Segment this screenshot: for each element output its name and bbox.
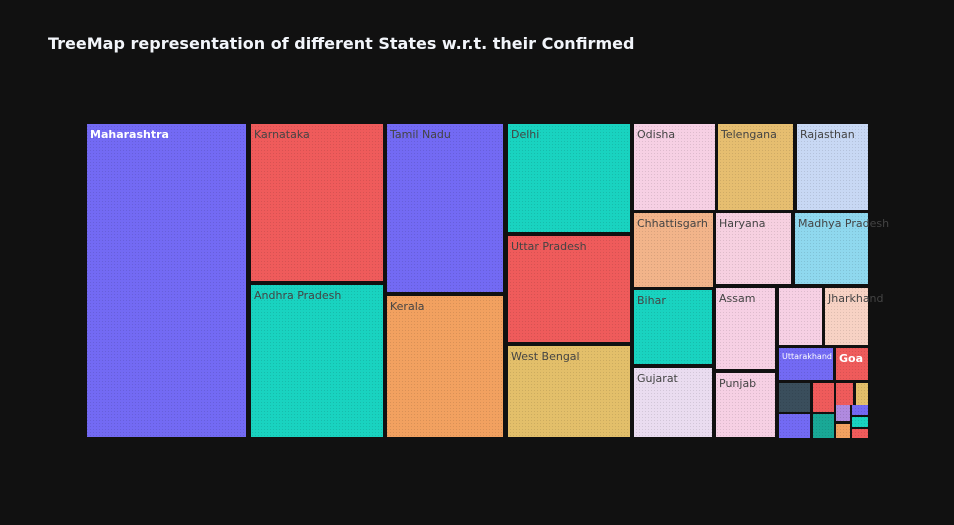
treemap-tile-texture: [634, 368, 712, 437]
treemap-tile-label: Telengana: [720, 128, 777, 141]
treemap-tile[interactable]: Telengana: [718, 124, 793, 210]
treemap-tile-label: Punjab: [719, 377, 756, 390]
treemap-tile[interactable]: Gujarat: [634, 368, 712, 437]
treemap-tile[interactable]: [836, 424, 850, 438]
treemap-tile[interactable]: Uttarakhand: [779, 348, 833, 380]
treemap-tile-texture: [852, 405, 868, 415]
treemap-tile-texture: [836, 383, 853, 405]
treemap-tile-label: Kerala: [390, 300, 425, 313]
treemap-tile[interactable]: Assam: [716, 288, 775, 369]
treemap-tile-texture: [251, 285, 383, 437]
treemap-tile[interactable]: [779, 414, 810, 438]
treemap-tile-label: Andhra Pradesh: [254, 289, 341, 302]
treemap-tile-label: Delhi: [511, 128, 539, 141]
treemap-tile[interactable]: [852, 429, 868, 438]
treemap-tile-texture: [716, 213, 791, 284]
treemap-tile-label: Odisha: [637, 128, 675, 141]
treemap-tile-label: Karnataka: [254, 128, 310, 141]
treemap-tile-texture: [836, 348, 868, 380]
treemap-tile-texture: [795, 213, 868, 284]
treemap-tile-texture: [634, 124, 715, 210]
treemap-tile-label: Madhya Pradesh: [798, 217, 889, 230]
treemap-tile[interactable]: Madhya Pradesh: [795, 213, 889, 284]
treemap-tile[interactable]: Uttar Pradesh: [508, 236, 630, 342]
treemap-tile-texture: [508, 124, 630, 232]
treemap-tile-texture: [856, 383, 868, 405]
treemap-tile-texture: [813, 414, 834, 438]
treemap-tile[interactable]: Haryana: [716, 213, 791, 284]
chart-title: TreeMap representation of different Stat…: [48, 34, 635, 53]
treemap-tile-texture: [852, 429, 868, 438]
treemap-tile-label: Rajasthan: [800, 128, 855, 141]
treemap-tile-label: Uttar Pradesh: [511, 240, 587, 253]
treemap-tile[interactable]: [836, 405, 850, 421]
treemap-tile-texture: [779, 348, 833, 380]
treemap-tile[interactable]: Goa: [836, 348, 868, 380]
treemap-tile-texture: [251, 124, 383, 281]
treemap-tile[interactable]: Punjab: [716, 373, 775, 437]
treemap-tile-texture: [813, 383, 834, 412]
treemap-tile-texture: [87, 124, 246, 437]
treemap-tile-label: Maharashtra: [90, 128, 169, 141]
treemap-tile[interactable]: [856, 383, 868, 405]
treemap-tile-texture: [779, 383, 810, 412]
treemap-tile[interactable]: Bihar: [634, 290, 712, 364]
treemap-tile-label: Assam: [719, 292, 755, 305]
treemap-tile[interactable]: [836, 383, 853, 405]
treemap-tile[interactable]: Odisha: [634, 124, 715, 210]
treemap-tile[interactable]: [813, 414, 834, 438]
treemap-tile[interactable]: Jharkhand: [825, 288, 884, 345]
treemap-tile[interactable]: [779, 383, 810, 412]
treemap-tile-texture: [716, 373, 775, 437]
treemap-tile-texture: [779, 414, 810, 438]
treemap-tile-texture: [387, 124, 503, 292]
treemap-tile[interactable]: [813, 383, 834, 412]
treemap-tile[interactable]: Andhra Pradesh: [251, 285, 383, 437]
treemap-tile-texture: [852, 417, 868, 427]
treemap-tile-label: Jharkhand: [827, 292, 884, 305]
treemap-tile[interactable]: Karnataka: [251, 124, 383, 281]
treemap-tile-label: Goa: [839, 352, 863, 365]
treemap-tile-texture: [508, 346, 630, 437]
treemap-tile[interactable]: Kerala: [387, 296, 503, 437]
treemap-tile-texture: [634, 213, 713, 287]
treemap-tile-label: Bihar: [637, 294, 666, 307]
treemap-tile-texture: [387, 296, 503, 437]
treemap-tile-label: West Bengal: [511, 350, 580, 363]
treemap-tile[interactable]: [852, 405, 868, 415]
treemap-tile[interactable]: Delhi: [508, 124, 630, 232]
treemap-tile-texture: [508, 236, 630, 342]
treemap-tile[interactable]: [779, 288, 822, 345]
treemap-tile-texture: [634, 290, 712, 364]
treemap-tile-texture: [797, 124, 868, 210]
treemap-tile-label: Gujarat: [637, 372, 679, 385]
treemap-tile[interactable]: Maharashtra: [87, 124, 246, 437]
treemap-tile[interactable]: Tamil Nadu: [387, 124, 503, 292]
treemap-tile[interactable]: West Bengal: [508, 346, 630, 437]
treemap-tile-texture: [779, 288, 822, 345]
treemap-tile-texture: [836, 424, 850, 438]
treemap-tile-texture: [825, 288, 868, 345]
treemap-tile-label: Haryana: [719, 217, 766, 230]
treemap-tile-label: Uttarakhand: [782, 352, 832, 361]
treemap-tile-texture: [718, 124, 793, 210]
treemap-tile[interactable]: [852, 417, 868, 427]
treemap-tile-texture: [716, 288, 775, 369]
treemap-tile-label: Chhattisgarh: [637, 217, 708, 230]
treemap-tile[interactable]: Rajasthan: [797, 124, 868, 210]
treemap-tile[interactable]: Chhattisgarh: [634, 213, 713, 287]
treemap-tile-texture: [836, 405, 850, 421]
treemap-tile-label: Tamil Nadu: [389, 128, 451, 141]
